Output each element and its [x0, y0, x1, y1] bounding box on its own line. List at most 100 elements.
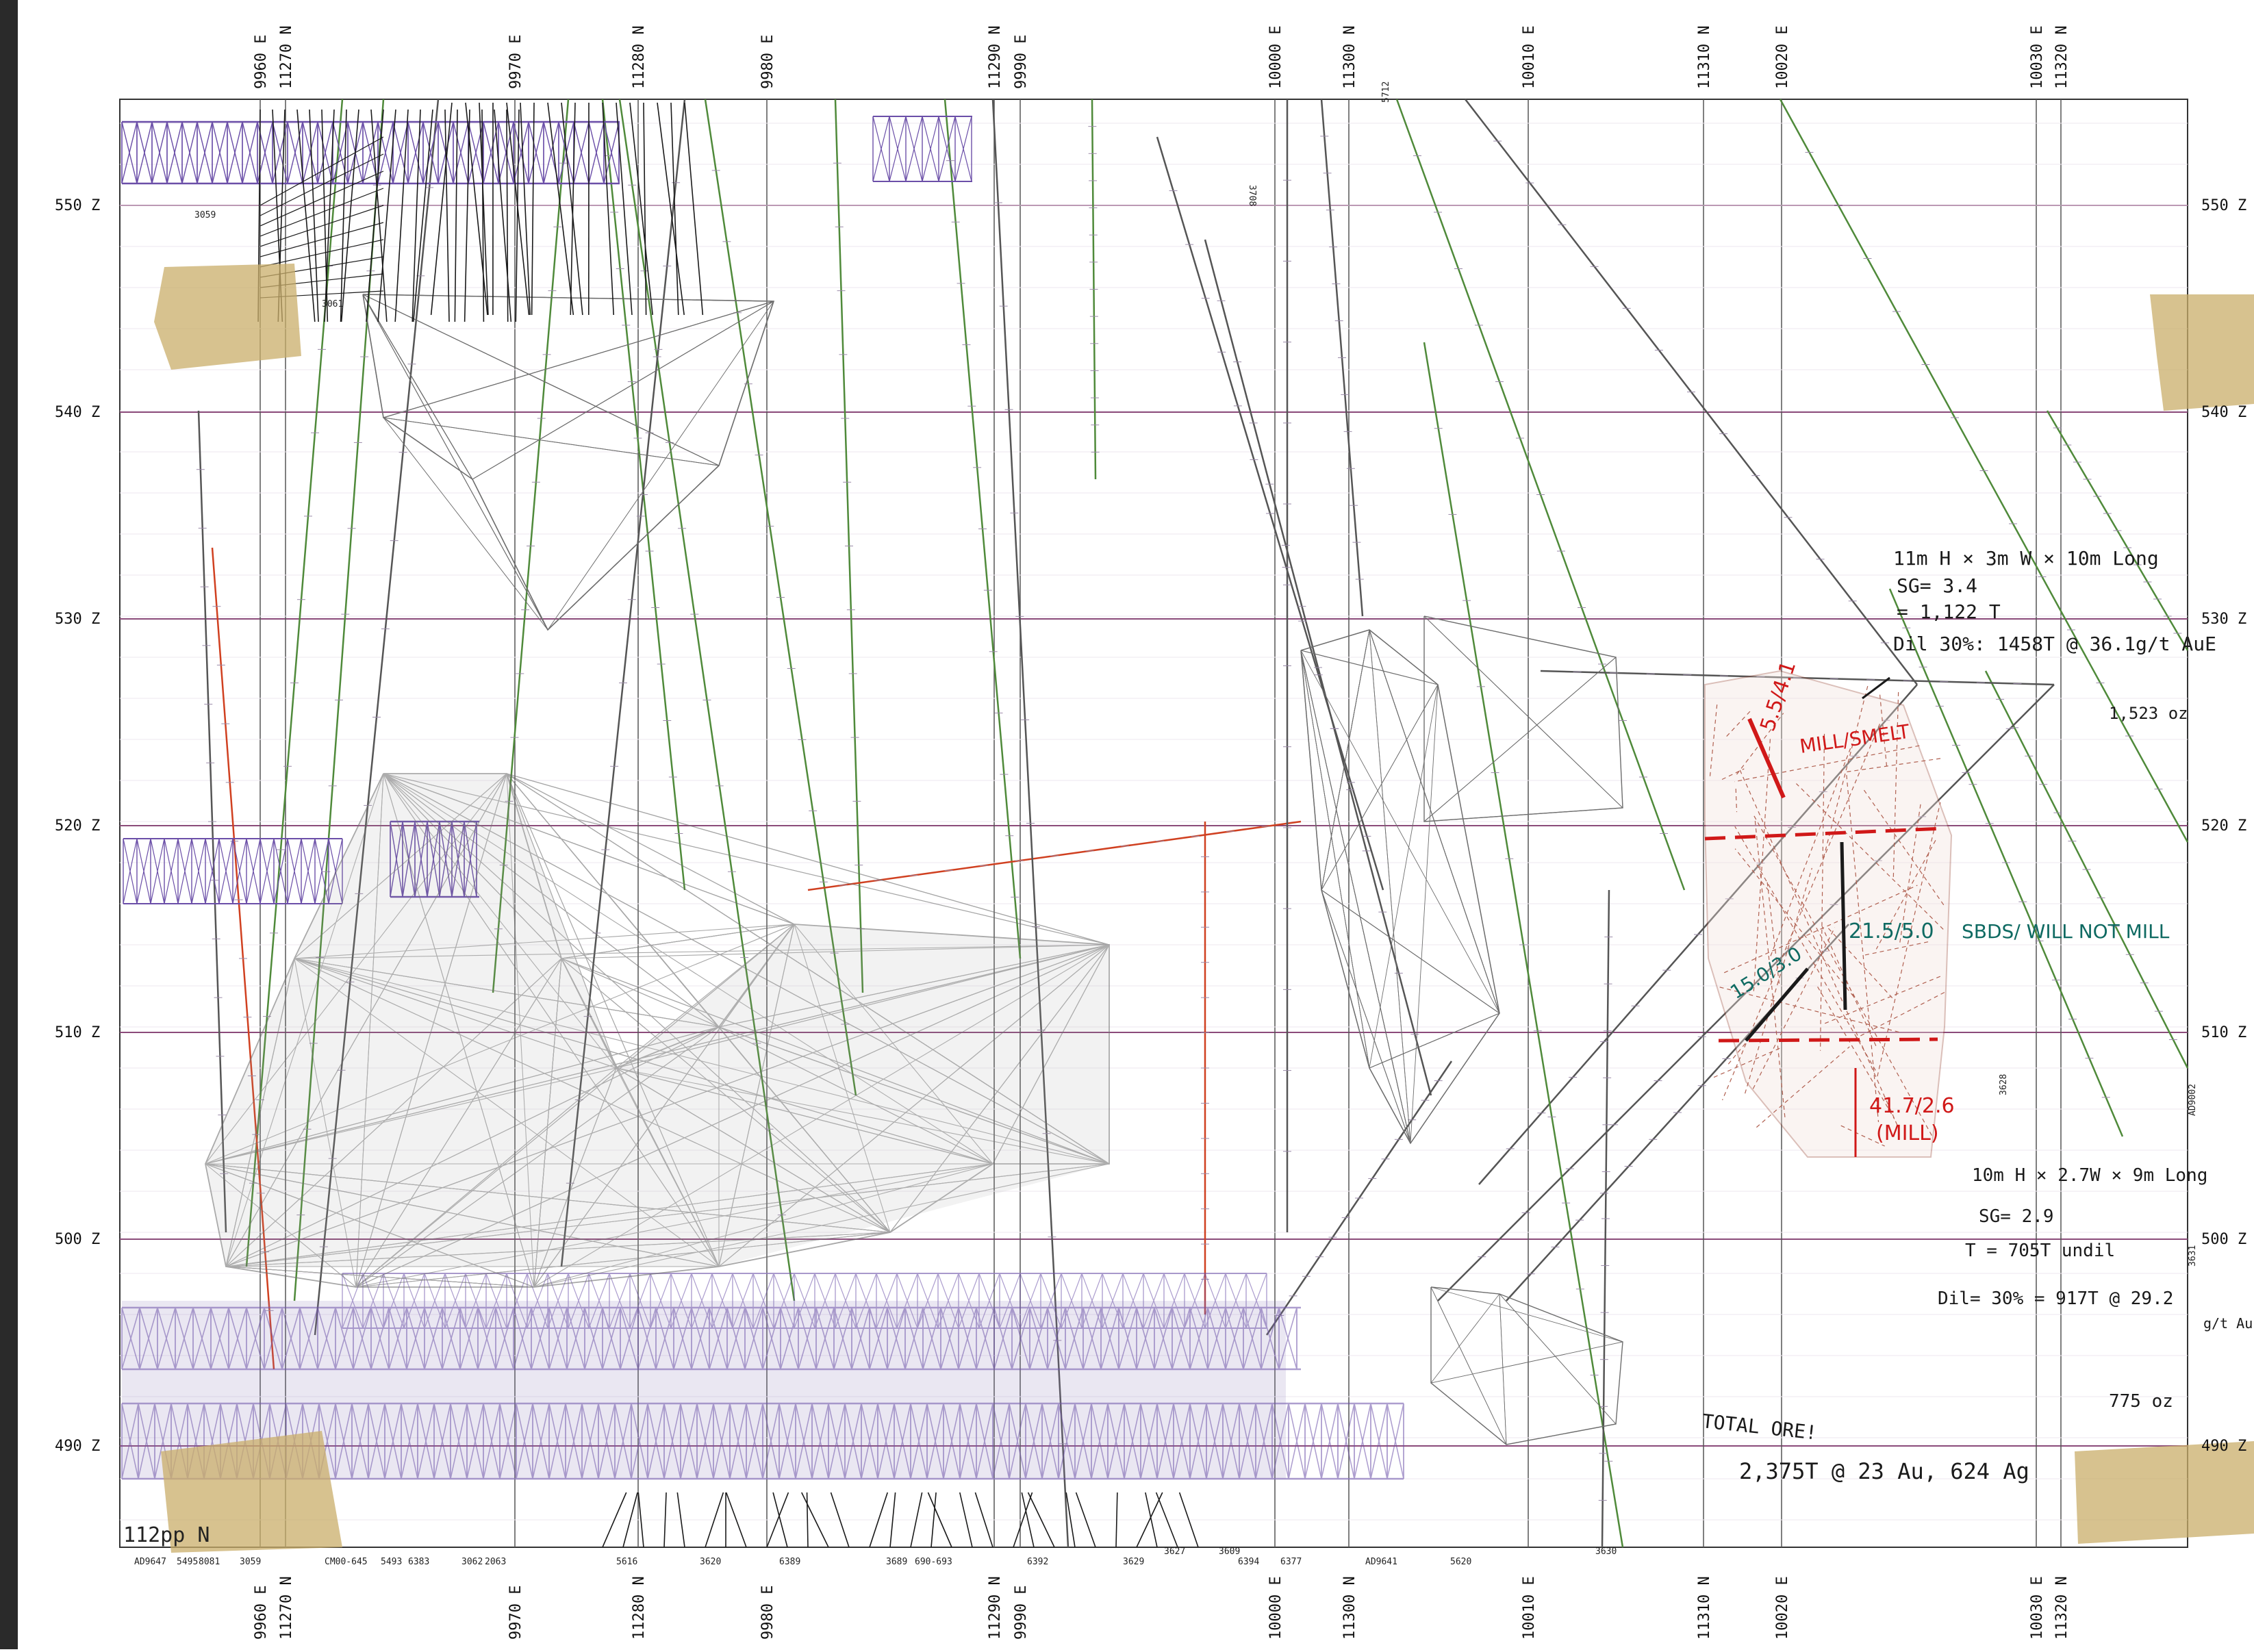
label-510z-right: 510 Z — [2201, 1024, 2246, 1041]
hole-id: 3059 — [240, 1557, 261, 1567]
upper-ounces: 1,523 oz — [2109, 704, 2188, 723]
hole-id: 6383 — [408, 1557, 429, 1567]
hole-id: AD9641 — [1365, 1557, 1397, 1567]
label-9990e-bottom: 9990 E — [1013, 1586, 1030, 1640]
right-grey-wireframe — [1369, 1068, 1410, 1143]
lower-block-notes: 10m H × 2.7W × 9m Long SG= 2.9 T = 705T … — [1938, 1165, 2254, 1412]
upper-grey-wireframe — [719, 301, 774, 466]
hole-id: 6377 — [1280, 1557, 1302, 1567]
middle-grey-mesh — [507, 774, 1109, 945]
label-9960e-top: 9960 E — [253, 35, 270, 89]
label-11270n-bottom: 11270 N — [278, 1576, 295, 1640]
hole-id: 690-693 — [915, 1557, 952, 1567]
label-520z-right: 520 Z — [2201, 817, 2246, 835]
label-10020e-top: 10020 E — [1774, 25, 1791, 89]
right-grey-wireframe — [1301, 650, 1410, 1143]
upper-grey-wireframe — [548, 301, 774, 630]
black-truss-member — [671, 103, 679, 315]
black-truss-member — [630, 103, 653, 315]
label-490z-right: 490 Z — [2201, 1438, 2246, 1455]
tape-bottom-right — [2075, 1441, 2254, 1544]
lower-tonnes: T = 705T undil — [1965, 1241, 2115, 1261]
right-grey-wireframe-2 — [1424, 808, 1623, 822]
upper-grey-wireframe — [363, 294, 774, 301]
hole-id: CM00-645 — [325, 1557, 368, 1567]
lower-right-wireframe — [1499, 1294, 1506, 1445]
black-truss-member — [644, 103, 646, 315]
top-axis-labels: 9960 E 11270 N 9970 E 11280 N 9980 E 112… — [253, 25, 2071, 89]
black-truss-member — [603, 103, 613, 315]
total-ore-value: 2,375T @ 23 Au, 624 Ag — [1739, 1458, 2029, 1484]
label-530z-left: 530 Z — [55, 611, 100, 628]
label-510z-left: 510 Z — [55, 1024, 100, 1041]
hole-id: 5495 — [177, 1557, 198, 1567]
black-truss-member — [807, 1492, 808, 1547]
note-arrow — [1862, 678, 1890, 698]
black-truss-member — [685, 103, 702, 315]
hole-id: 6392 — [1027, 1557, 1048, 1567]
label-10000e-bottom: 10000 E — [1267, 1576, 1284, 1640]
label-11300n-bottom: 11300 N — [1341, 1576, 1358, 1640]
bottom-hole-ids: AD9647 5495 8081 3059 CM00-645 5493 6383… — [134, 1547, 1617, 1567]
black-truss-member — [507, 110, 508, 322]
hole-id: 3062 — [461, 1557, 483, 1567]
label-490z-left: 490 Z — [55, 1438, 100, 1455]
black-truss-member — [371, 110, 387, 322]
label-550z-left: 550 Z — [55, 197, 100, 214]
bottom-axis-labels: 9960 E 11270 N 9970 E 11280 N 9980 E 112… — [253, 1576, 2071, 1640]
label-9980e-top: 9980 E — [759, 35, 776, 89]
label-9960e-bottom: 9960 E — [253, 1586, 270, 1640]
intercept-41-7-2-6: 41.7/2.6 — [1869, 1094, 1955, 1118]
upper-block-notes: 11m H × 3m W × 10m Long SG= 3.4 = 1,122 … — [1893, 547, 2216, 723]
black-truss-member — [395, 110, 408, 322]
hole-id: 8081 — [199, 1557, 220, 1567]
label-9990e-top: 9990 E — [1013, 35, 1030, 89]
label-11280n-top: 11280 N — [631, 25, 648, 89]
right-grey-wireframe — [1321, 890, 1499, 1013]
upper-dims: 11m H × 3m W × 10m Long — [1893, 547, 2159, 570]
label-11270n-top: 11270 N — [278, 25, 295, 89]
hole-id: 3689 — [886, 1557, 907, 1567]
label-500z-left: 500 Z — [55, 1231, 100, 1248]
hole-id: 3627 — [1164, 1547, 1185, 1557]
black-truss-member — [465, 110, 470, 322]
hole-id: 3628 — [1999, 1074, 2009, 1095]
sbds-label: SBDS/ WILL NOT MILL — [1962, 920, 2170, 943]
right-grey-wireframe — [1321, 890, 1369, 1068]
black-truss-member — [260, 171, 383, 226]
label-500z-right: 500 Z — [2201, 1231, 2246, 1248]
right-grey-wireframe — [1301, 650, 1321, 890]
label-11280n-bottom: 11280 N — [631, 1576, 648, 1640]
left-elevation-labels: 550 Z 540 Z 530 Z 520 Z 510 Z 500 Z 490 … — [55, 197, 100, 1455]
lower-diluted-unit: g/t AuE — [2203, 1315, 2254, 1332]
hole-id: 3631 — [2188, 1245, 2198, 1267]
label-11290n-top: 11290 N — [987, 25, 1004, 89]
lower-right-wireframe — [1499, 1294, 1616, 1424]
tape-top-right — [2150, 294, 2254, 411]
tape-top-left — [154, 264, 301, 370]
total-ore-label: TOTAL ORE! — [1701, 1410, 1818, 1444]
lower-right-wireframe — [1506, 1424, 1616, 1445]
black-truss-member — [455, 110, 457, 322]
label-530z-right: 530 Z — [2201, 611, 2246, 628]
black-truss-member — [561, 103, 583, 315]
label-540z-right: 540 Z — [2201, 404, 2246, 421]
hole-id: 3609 — [1219, 1547, 1240, 1557]
hole-id: 5616 — [616, 1557, 637, 1567]
right-grey-wireframe-2 — [1616, 657, 1623, 808]
lower-right-wireframe — [1431, 1287, 1506, 1445]
right-grey-wireframe-2 — [1424, 616, 1623, 822]
lower-ounces: 775 oz — [2109, 1391, 2173, 1412]
upper-diluted: Dil 30%: 1458T @ 36.1g/t AuE — [1893, 633, 2216, 655]
right-grey-wireframe — [1301, 630, 1499, 1143]
black-truss-member — [322, 110, 327, 322]
hole-id: 3620 — [700, 1557, 721, 1567]
label-9980e-bottom: 9980 E — [759, 1586, 776, 1640]
label-9970e-bottom: 9970 E — [507, 1586, 524, 1640]
right-grey-wireframe-2 — [1424, 616, 1623, 808]
section-label: 112pp N — [123, 1523, 210, 1547]
upper-sg: SG= 3.4 — [1897, 574, 1977, 597]
label-10030e-bottom: 10030 E — [2029, 1576, 2046, 1640]
